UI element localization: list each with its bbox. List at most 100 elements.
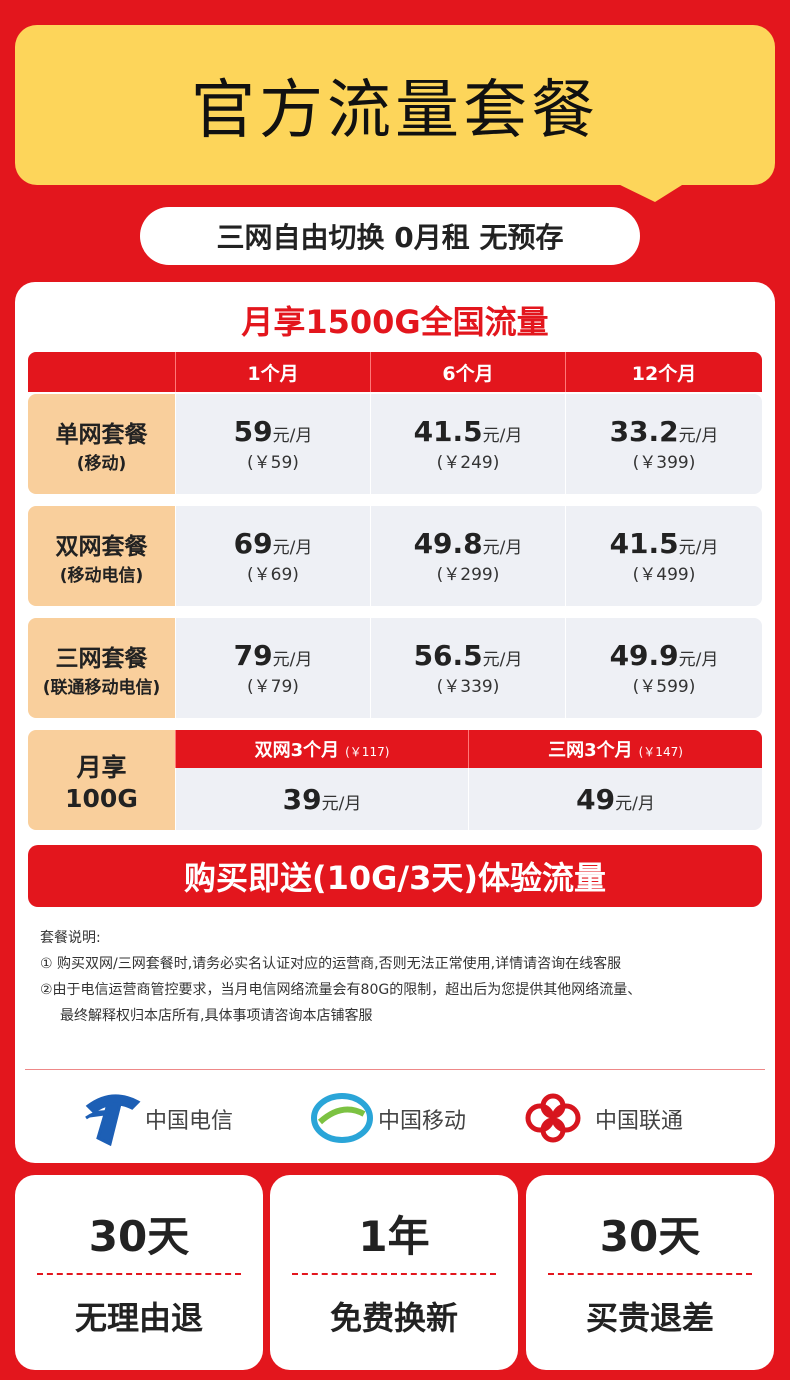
- extra-title: 三网3个月: [548, 740, 633, 761]
- extra-header: 三网3个月 (￥147): [468, 730, 762, 768]
- total: (￥399): [632, 453, 696, 473]
- title: 官方流量套餐: [191, 74, 599, 148]
- total: (￥339): [436, 677, 500, 697]
- guarantee-rule: [37, 1273, 241, 1275]
- guarantee-bottom: 免费换新: [329, 1299, 458, 1337]
- price: 33.2: [609, 415, 679, 448]
- extra-header: 双网3个月 (￥117): [175, 730, 468, 768]
- carrier: 中国联通: [595, 1109, 684, 1134]
- unit: 元/月: [272, 650, 313, 670]
- price-line: 59 元/月: [234, 415, 313, 448]
- column-header: 12个月: [565, 352, 762, 392]
- price: 56.5: [413, 639, 483, 672]
- note-line: ②由于电信运营商管控要求，当月电信网络流量会有80G的限制，超出后为您提供其他网…: [40, 982, 642, 998]
- unit: 元/月: [678, 426, 719, 446]
- row-label: 双网套餐 (移动电信): [28, 506, 175, 606]
- unit: 元/月: [272, 426, 313, 446]
- main-title: 月享1500G全国流量: [241, 303, 549, 341]
- price-line: 33.2 元/月: [610, 415, 719, 448]
- row-label: 单网套餐 (移动): [28, 394, 175, 494]
- logo-unicom: [525, 1093, 581, 1143]
- guarantee-rule: [548, 1273, 752, 1275]
- unit: 元/月: [482, 650, 523, 670]
- price-line: 41.5 元/月: [414, 415, 523, 448]
- guarantee-bottom: 无理由退: [74, 1299, 203, 1337]
- unit: 元/月: [678, 538, 719, 558]
- extra-cell: 39 元/月: [175, 768, 468, 830]
- guarantee-top: 30天: [88, 1212, 190, 1261]
- price: 49.9: [609, 639, 679, 672]
- price-cell: 69 元/月 (￥69): [175, 506, 370, 606]
- guarantee-top: 1年: [358, 1212, 430, 1261]
- price-line: 56.5 元/月: [414, 639, 523, 672]
- row-name: 双网套餐: [55, 533, 148, 560]
- unit: 元/月: [482, 538, 523, 558]
- price-line: 39 元/月: [283, 783, 362, 816]
- extra-name: 月享: [76, 752, 127, 782]
- price-cell: 49.9 元/月 (￥599): [565, 618, 762, 718]
- row-note: (移动): [76, 453, 127, 474]
- note-line: ① 购买双网/三网套餐时,请务必实名认证对应的运营商,否则无法正常使用,详情请咨…: [40, 956, 622, 972]
- header-tail: [610, 180, 690, 202]
- total: (￥79): [247, 677, 299, 697]
- notes-title: 套餐说明:: [40, 930, 101, 946]
- extra-label: 月享 100G: [28, 730, 175, 830]
- price-line: 49.9 元/月: [610, 639, 719, 672]
- total: (￥599): [632, 677, 696, 697]
- guarantee-top: 30天: [599, 1212, 701, 1261]
- guarantee-bottom: 买贵退差: [585, 1299, 714, 1337]
- guarantee-rule: [292, 1273, 496, 1275]
- price: 59: [233, 415, 273, 448]
- row-name: 三网套餐: [55, 645, 148, 672]
- column-header: 1个月: [175, 352, 370, 392]
- unit: 元/月: [272, 538, 313, 558]
- price-cell: 41.5 元/月 (￥499): [565, 506, 762, 606]
- banner: 购买即送(10G/3天)体验流量: [28, 845, 762, 907]
- extra-name: 100G: [65, 783, 138, 813]
- row-name: 单网套餐: [55, 421, 148, 448]
- carrier: 中国移动: [378, 1109, 467, 1134]
- row-note: (联通移动电信): [42, 677, 161, 698]
- unit: 元/月: [321, 793, 362, 814]
- column-header: 6个月: [370, 352, 565, 392]
- total: (￥69): [247, 565, 299, 585]
- price-line: 69 元/月: [234, 527, 313, 560]
- header-row: [28, 352, 762, 392]
- price-cell: 56.5 元/月 (￥339): [370, 618, 565, 718]
- total: (￥299): [436, 565, 500, 585]
- unit: 元/月: [678, 650, 719, 670]
- unit: 元/月: [615, 793, 655, 814]
- price: 69: [233, 527, 273, 560]
- price-cell: 79 元/月 (￥79): [175, 618, 370, 718]
- guarantee-card: 30天买贵退差: [526, 1175, 774, 1370]
- row-bg: [175, 506, 762, 606]
- row-note: (移动电信): [59, 565, 144, 586]
- price: 49: [576, 782, 616, 816]
- carrier: 中国电信: [145, 1109, 234, 1134]
- price: 49.8: [413, 527, 483, 560]
- row-label: 三网套餐 (联通移动电信): [28, 618, 175, 718]
- price: 41.5: [413, 415, 483, 448]
- extra-total: (￥117): [345, 745, 390, 759]
- row-bg: [175, 394, 762, 494]
- row-bg: [175, 618, 762, 718]
- note-line: 最终解释权归本店所有,具体事项请咨询本店铺客服: [60, 1008, 373, 1024]
- unit: 元/月: [482, 426, 523, 446]
- price-cell: 49.8 元/月 (￥299): [370, 506, 565, 606]
- logo-telecom: [85, 1094, 141, 1147]
- price: 79: [233, 639, 273, 672]
- extra-total: (￥147): [638, 745, 683, 759]
- price-cell: 33.2 元/月 (￥399): [565, 394, 762, 494]
- logo-mobile: [311, 1093, 373, 1143]
- price-cell: 41.5 元/月 (￥249): [370, 394, 565, 494]
- price: 39: [282, 782, 322, 816]
- subtitle: 三网自由切换 0月租 无预存: [140, 207, 640, 265]
- total: (￥59): [247, 453, 299, 473]
- guarantee-card: 1年免费换新: [270, 1175, 518, 1370]
- divider: [25, 1069, 765, 1070]
- header-box: [15, 25, 775, 185]
- price-line: 49.8 元/月: [414, 527, 523, 560]
- price: 41.5: [609, 527, 679, 560]
- price-line: 41.5 元/月: [610, 527, 719, 560]
